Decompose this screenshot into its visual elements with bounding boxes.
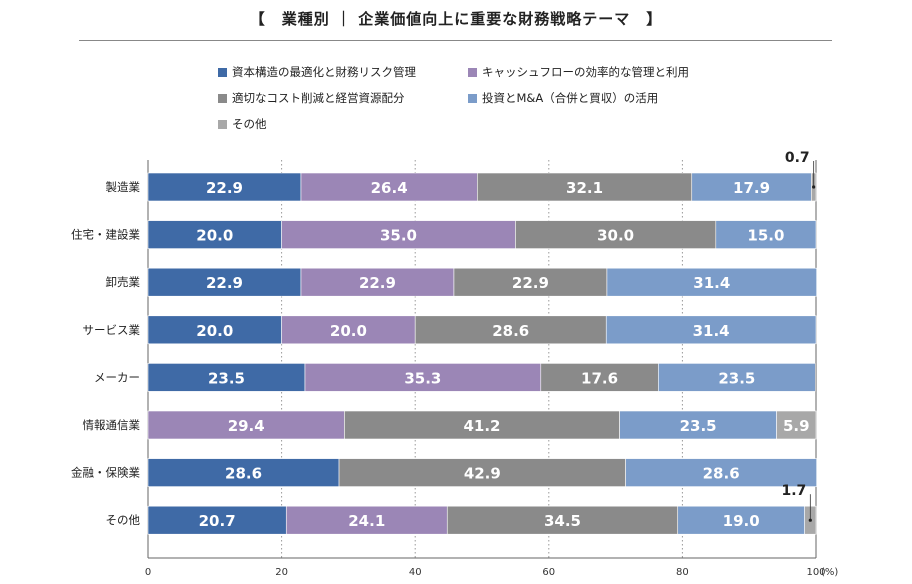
legend-swatch <box>468 68 477 77</box>
legend-label: その他 <box>232 117 267 131</box>
bar-segment <box>344 410 620 440</box>
data-label: 41.2 <box>463 417 500 435</box>
data-label: 20.0 <box>330 322 367 340</box>
bar-segment <box>658 363 816 392</box>
bar-segment <box>281 315 416 345</box>
category-label: 住宅・建設業 <box>71 228 140 242</box>
category-label: サービス業 <box>83 323 141 337</box>
title-divider <box>79 40 832 41</box>
bar-segment <box>477 172 693 202</box>
data-label: 28.6 <box>492 322 529 340</box>
legend-label: 適切なコスト削減と経営資源配分 <box>232 91 405 105</box>
legend-swatch <box>218 68 227 77</box>
data-label: 17.6 <box>581 369 618 387</box>
legend-swatch <box>218 120 227 129</box>
callout-dot <box>812 185 816 189</box>
callout-label: 1.7 <box>782 483 807 499</box>
legend-item: キャッシュフローの効率的な管理と利用 <box>468 64 689 80</box>
data-label: 20.7 <box>199 512 236 530</box>
data-label: 24.1 <box>348 512 385 530</box>
data-label: 31.4 <box>693 274 730 292</box>
x-tick-label: 0 <box>145 567 151 578</box>
data-label: 31.4 <box>693 322 730 340</box>
data-label: 35.3 <box>404 369 441 387</box>
bar-segment <box>540 363 659 392</box>
data-label: 22.9 <box>359 274 396 292</box>
callout-dot <box>808 518 812 522</box>
data-label: 28.6 <box>225 465 262 483</box>
legend-item: 適切なコスト削減と経営資源配分 <box>218 90 405 106</box>
data-label: 15.0 <box>747 227 784 245</box>
category-label: その他 <box>106 513 141 527</box>
bar-segment <box>147 315 282 345</box>
x-tick-label: 80 <box>676 567 689 578</box>
data-label: 32.1 <box>566 179 603 197</box>
bar-segment <box>715 220 817 249</box>
bar-segment <box>414 315 607 345</box>
data-label: 23.5 <box>680 417 717 435</box>
data-label: 42.9 <box>464 465 501 483</box>
bar-segment <box>515 220 717 249</box>
bar-segment <box>625 458 817 487</box>
bar-segment <box>606 267 817 297</box>
x-tick-label: 60 <box>542 567 555 578</box>
legend-item: その他 <box>218 116 267 132</box>
data-label: 30.0 <box>597 227 634 245</box>
data-label: 35.0 <box>380 227 417 245</box>
legend-label: 投資とM&A（合併と買収）の活用 <box>482 91 659 105</box>
bar-segment <box>285 505 448 535</box>
bar-segment <box>281 220 516 249</box>
data-label: 23.5 <box>208 369 245 387</box>
bar-segment <box>677 505 805 535</box>
bar-segment <box>619 410 777 440</box>
x-tick-label: 40 <box>409 567 422 578</box>
bar-segment <box>338 458 626 487</box>
bar-segment <box>147 410 345 440</box>
data-label: 23.5 <box>718 369 755 387</box>
data-label: 22.9 <box>512 274 549 292</box>
x-tick-label: 100 <box>806 567 825 578</box>
bar-segment <box>300 267 455 297</box>
callout-label: 0.7 <box>785 150 810 166</box>
bar-segment <box>691 172 812 202</box>
bar-segment <box>304 363 542 392</box>
bar-segment <box>147 172 302 202</box>
data-label: 34.5 <box>544 512 581 530</box>
bar-segment <box>147 363 306 392</box>
data-label: 26.4 <box>371 179 408 197</box>
legend-item: 投資とM&A（合併と買収）の活用 <box>468 90 658 106</box>
chart-title: 【 業種別 ｜ 企業価値向上に重要な財務戦略テーマ 】 <box>249 10 663 28</box>
data-label: 19.0 <box>723 512 760 530</box>
category-label: メーカー <box>94 370 140 384</box>
category-label: 情報通信業 <box>83 418 141 432</box>
legend-label: キャッシュフローの効率的な管理と利用 <box>482 65 689 79</box>
category-label: 金融・保険業 <box>71 466 140 480</box>
data-label: 29.4 <box>228 417 265 435</box>
bar-segment <box>605 315 817 345</box>
legend-swatch <box>468 94 477 103</box>
data-label: 22.9 <box>206 179 243 197</box>
category-label: 卸売業 <box>106 275 141 289</box>
data-label: 22.9 <box>206 274 243 292</box>
x-tick-label: 20 <box>275 567 288 578</box>
bar-segment <box>147 458 340 487</box>
data-label: 20.0 <box>196 227 233 245</box>
data-label: 17.9 <box>733 179 770 197</box>
category-label: 製造業 <box>106 180 141 194</box>
legend-swatch <box>218 94 227 103</box>
data-label: 20.0 <box>196 322 233 340</box>
data-label: 28.6 <box>703 465 740 483</box>
legend-item: 資本構造の最適化と財務リスク管理 <box>218 64 416 80</box>
data-label: 5.9 <box>783 417 810 435</box>
legend-label: 資本構造の最適化と財務リスク管理 <box>232 65 416 79</box>
x-axis-unit: (%) <box>821 567 838 578</box>
bar-segment <box>300 172 478 202</box>
bar-segment <box>776 410 817 440</box>
